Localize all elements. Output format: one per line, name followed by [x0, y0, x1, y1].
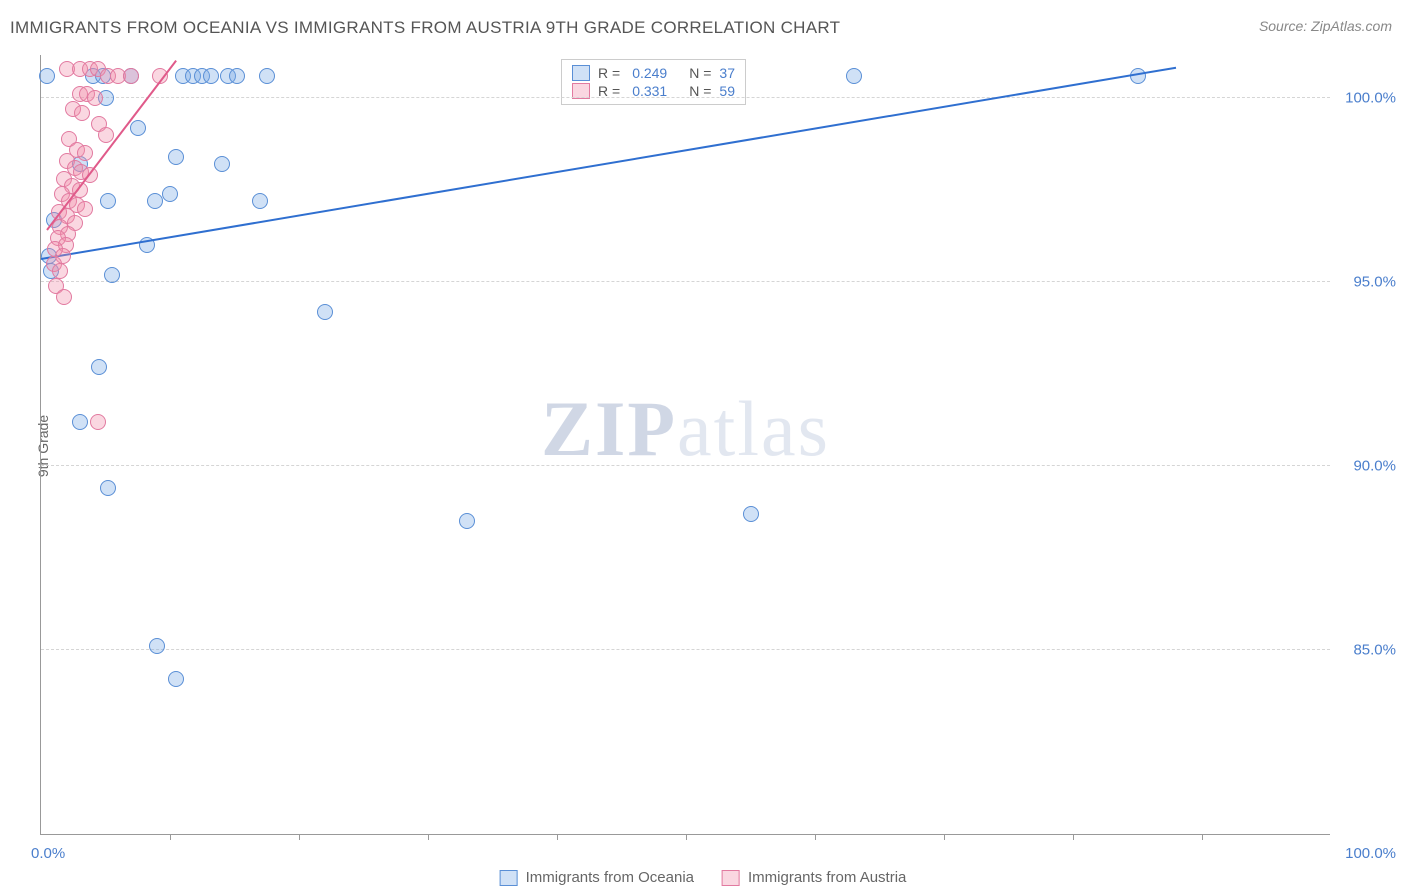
plot-area: ZIPatlas R =0.249N =37R =0.331N =59 0.0%…: [40, 55, 1330, 835]
x-tick: [557, 834, 558, 840]
r-value: 0.249: [632, 65, 667, 81]
data-point: [252, 193, 268, 209]
data-point: [52, 263, 68, 279]
data-point: [104, 267, 120, 283]
data-point: [100, 480, 116, 496]
data-point: [229, 68, 245, 84]
legend-item: Immigrants from Oceania: [500, 869, 694, 886]
data-point: [72, 414, 88, 430]
data-point: [203, 68, 219, 84]
data-point: [846, 68, 862, 84]
watermark-prefix: ZIP: [541, 385, 677, 472]
gridline: [41, 465, 1330, 466]
data-point: [100, 193, 116, 209]
x-tick: [299, 834, 300, 840]
y-tick-label: 90.0%: [1336, 458, 1396, 475]
r-label: R =: [598, 65, 620, 81]
x-tick: [1073, 834, 1074, 840]
n-value: 37: [719, 65, 735, 81]
legend-swatch: [500, 870, 518, 886]
data-point: [168, 671, 184, 687]
gridline: [41, 97, 1330, 98]
x-tick: [944, 834, 945, 840]
data-point: [168, 149, 184, 165]
data-point: [98, 127, 114, 143]
x-tick: [428, 834, 429, 840]
data-point: [77, 201, 93, 217]
legend-swatch: [722, 870, 740, 886]
watermark: ZIPatlas: [541, 384, 830, 474]
data-point: [459, 513, 475, 529]
data-point: [130, 120, 146, 136]
chart-title: IMMIGRANTS FROM OCEANIA VS IMMIGRANTS FR…: [10, 18, 840, 38]
data-point: [149, 638, 165, 654]
legend-item: Immigrants from Austria: [722, 869, 906, 886]
gridline: [41, 649, 1330, 650]
x-tick: [815, 834, 816, 840]
data-point: [123, 68, 139, 84]
y-tick-label: 85.0%: [1336, 642, 1396, 659]
data-point: [74, 105, 90, 121]
gridline: [41, 281, 1330, 282]
data-point: [147, 193, 163, 209]
x-tick: [170, 834, 171, 840]
data-point: [77, 145, 93, 161]
data-point: [39, 68, 55, 84]
data-point: [91, 359, 107, 375]
data-point: [90, 414, 106, 430]
y-tick-label: 100.0%: [1336, 90, 1396, 107]
x-axis-max-label: 100.0%: [1345, 845, 1396, 862]
x-tick: [686, 834, 687, 840]
n-label: N =: [689, 65, 711, 81]
legend-series: Immigrants from Oceania Immigrants from A…: [500, 869, 907, 886]
data-point: [743, 506, 759, 522]
x-axis-min-label: 0.0%: [31, 845, 65, 862]
data-point: [87, 90, 103, 106]
data-point: [214, 156, 230, 172]
legend-label: Immigrants from Austria: [748, 869, 906, 886]
source-label: Source: ZipAtlas.com: [1259, 18, 1392, 34]
x-tick: [1202, 834, 1203, 840]
watermark-suffix: atlas: [677, 385, 830, 472]
legend-label: Immigrants from Oceania: [526, 869, 694, 886]
data-point: [317, 304, 333, 320]
legend-swatch: [572, 65, 590, 81]
data-point: [259, 68, 275, 84]
y-tick-label: 95.0%: [1336, 274, 1396, 291]
data-point: [162, 186, 178, 202]
data-point: [56, 289, 72, 305]
legend-stat-row: R = 0.249 N = 37: [572, 64, 735, 82]
